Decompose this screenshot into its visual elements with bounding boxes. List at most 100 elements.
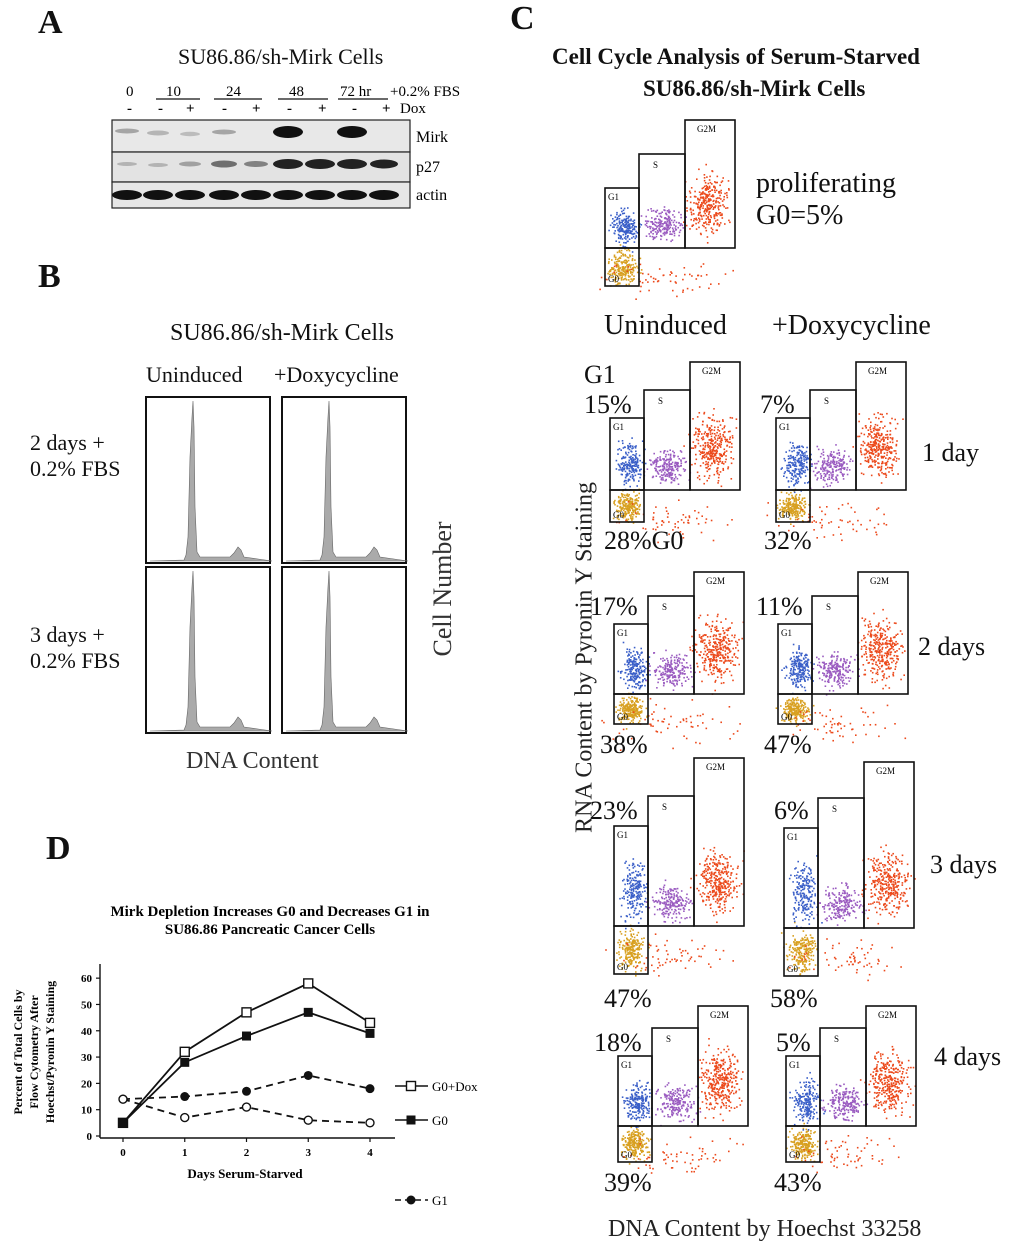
uninduced-g1-2days: 17%	[590, 592, 638, 621]
dox-sign-1: -	[127, 101, 132, 117]
gate-label-s: S	[662, 602, 667, 612]
data-point	[180, 1057, 190, 1067]
series-g1-plus-dox	[118, 1094, 375, 1128]
gate-label-g1: G1	[617, 830, 628, 840]
flow-plot-dox-1day: G1 S G2M G0	[766, 361, 907, 542]
panel-b-col-uninduced: Uninduced	[146, 362, 243, 387]
chart-title-line2: SU86.86 Pancreatic Cancer Cells	[165, 922, 375, 938]
legend-label: G1	[432, 1193, 448, 1208]
panel-b-row2-line2: 0.2% FBS	[30, 648, 121, 673]
g1-header: G1	[584, 360, 616, 389]
dox-sign-5: +	[252, 101, 261, 117]
gate-label-s: S	[832, 804, 837, 814]
flow-plot-uninduced-2days: G1 S G2M G0	[601, 571, 745, 751]
data-point	[241, 1007, 252, 1018]
x-tick-label: 0	[120, 1147, 126, 1159]
gate-label-g1: G1	[787, 832, 798, 842]
series-g1	[118, 1070, 375, 1104]
panel-b-row1-line1: 2 days +	[30, 430, 105, 455]
dox-sign-4: -	[222, 101, 227, 117]
data-point	[118, 1094, 128, 1104]
gate-label-g2m: G2M	[876, 766, 895, 776]
gate-label-g0: G0	[613, 510, 624, 520]
gate-label-g2m: G2M	[702, 366, 721, 376]
flow-plot-dox-3days: G1 S G2M G0	[780, 761, 916, 982]
x-tick-label: 1	[182, 1147, 188, 1159]
panel-b-title: SU86.86/sh-Mirk Cells	[170, 320, 395, 346]
data-point	[303, 1070, 313, 1080]
flow-plot-uninduced-3days: G1 S G2M G0	[605, 757, 745, 977]
gate-label-g0: G0	[787, 964, 798, 974]
data-point	[179, 1046, 190, 1058]
gate-label-g1: G1	[779, 422, 790, 432]
row-label-4days: 4 days	[934, 1042, 1002, 1071]
y-tick-label: 50	[81, 999, 93, 1011]
panel-b-histograms	[145, 396, 409, 734]
legend-label: G0	[432, 1113, 448, 1128]
flow-plot-uninduced-4days: G1 S G2M G0	[617, 1005, 749, 1174]
timepoint-72: 72 hr	[340, 84, 371, 100]
panel-d-chart: Mirk Depletion Increases G0 and Decrease…	[11, 904, 478, 1208]
data-point	[405, 1080, 417, 1092]
data-point	[118, 1118, 128, 1128]
y-axis-label-line: Hoechst/Pyronin Y Staining	[43, 981, 57, 1123]
panel-c-col-dox: +Doxycycline	[772, 310, 931, 341]
dox-g0-4days: 43%	[774, 1168, 822, 1197]
data-point	[365, 1084, 375, 1094]
series-g0	[118, 1007, 375, 1128]
data-point	[180, 1092, 190, 1102]
gate-label-g0: G0	[621, 1150, 632, 1160]
gate-label-g2m: G2M	[706, 576, 725, 586]
dox-sign-7: +	[318, 101, 327, 117]
gate-label-s: S	[834, 1034, 839, 1044]
uninduced-g0-3days: 47%	[604, 984, 652, 1013]
flow-plot-dox-4days: G1 S G2M G0	[785, 1005, 917, 1174]
gate-label-g2m: G2M	[878, 1010, 897, 1020]
uninduced-g0-1day: 28%G0	[604, 526, 684, 555]
gate-label-g2m: G2M	[697, 124, 716, 134]
flow-plot-proliferating: G1 S G2M G0	[599, 119, 736, 300]
dox-g1-3days: 6%	[774, 796, 809, 825]
gate-label-g0: G0	[789, 1150, 800, 1160]
row-label-1day: 1 day	[922, 438, 980, 467]
gate-label-g0: G0	[617, 712, 628, 722]
gate-label-g0: G0	[608, 274, 619, 284]
series-line	[122, 982, 371, 1124]
panel-c-col-uninduced: Uninduced	[604, 310, 727, 341]
gate-label-g1: G1	[617, 628, 628, 638]
data-point	[303, 978, 314, 989]
gate-label-s: S	[658, 396, 663, 406]
data-point	[406, 1195, 416, 1205]
dox-g1-1day: 7%	[760, 390, 795, 419]
uninduced-g1-4days: 18%	[594, 1028, 642, 1057]
dox-g1-4days: 5%	[776, 1028, 811, 1057]
y-tick-label: 0	[87, 1131, 93, 1143]
timepoint-0: 0	[126, 84, 134, 100]
dox-label: Dox	[400, 101, 426, 117]
gate-label-g2m: G2M	[868, 366, 887, 376]
data-point	[180, 1112, 190, 1123]
y-axis-label-line: Percent of Total Cells by	[11, 989, 25, 1114]
p27-bands	[117, 159, 398, 169]
y-tick-label: 20	[81, 1078, 93, 1090]
dox-sign-9: +	[382, 101, 391, 117]
dox-sign-3: +	[186, 101, 195, 117]
panel-b-xlabel: DNA Content	[186, 748, 319, 774]
gate-label-s: S	[666, 1034, 671, 1044]
gate-label-g0: G0	[779, 510, 790, 520]
chart-title-line1: Mirk Depletion Increases G0 and Decrease…	[110, 904, 430, 920]
gate-label-g2m: G2M	[870, 576, 889, 586]
dox-g0-3days: 58%	[770, 984, 818, 1013]
row-label-3days: 3 days	[930, 850, 998, 879]
y-tick-label: 10	[81, 1105, 93, 1117]
uninduced-g0-2days: 38%	[600, 730, 648, 759]
legend-label: G0+Dox	[432, 1079, 478, 1094]
dox-g1-2days: 11%	[756, 592, 803, 621]
y-tick-label: 40	[81, 1026, 93, 1038]
flow-plot-dox-2days: G1 S G2M G0	[775, 571, 909, 744]
timepoint-24: 24	[226, 84, 242, 100]
timepoint-48: 48	[289, 84, 304, 100]
gate-label-g1: G1	[613, 422, 624, 432]
gate-label-s: S	[826, 602, 831, 612]
